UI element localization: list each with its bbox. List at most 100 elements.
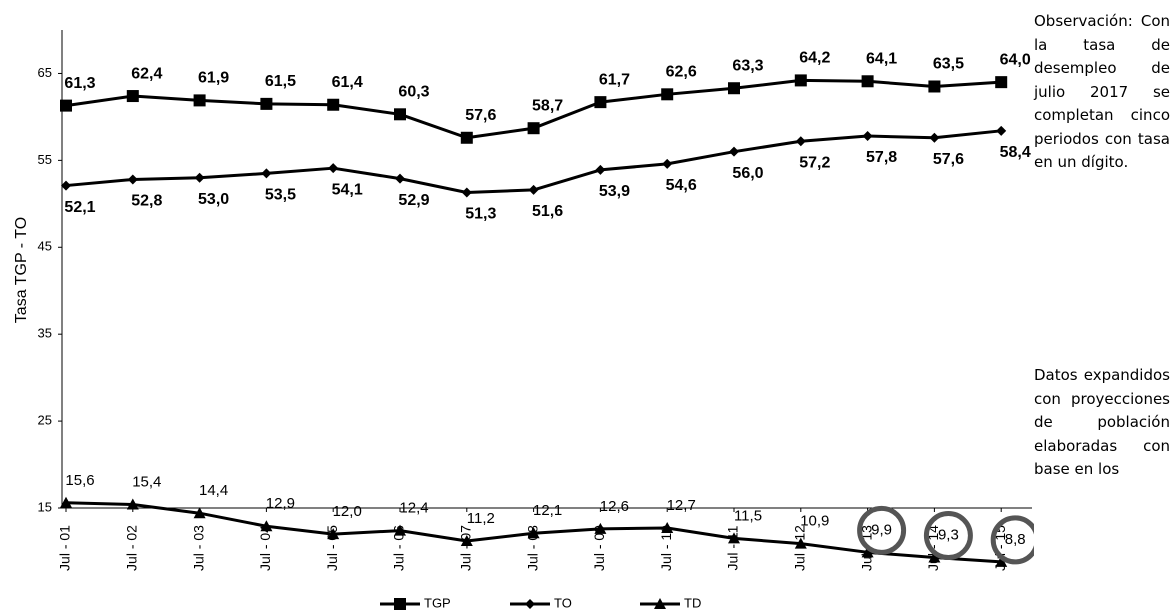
data-point xyxy=(661,88,674,101)
data-label: 60,3 xyxy=(398,84,429,101)
data-point xyxy=(193,507,206,519)
highlight-circle xyxy=(990,515,1034,565)
data-label: 56,0 xyxy=(732,165,763,182)
data-point xyxy=(594,96,607,109)
x-tick-label: Jul - 07 xyxy=(458,525,474,571)
data-point xyxy=(193,94,206,107)
x-tick-label: Jul - 09 xyxy=(591,525,607,571)
note: Datos expandidos con proyecciones de pob… xyxy=(1034,366,1170,478)
data-label: 61,7 xyxy=(599,71,630,88)
note: Observación: Con la tasa de desempleo de… xyxy=(1034,12,1170,171)
series-line xyxy=(65,129,1002,195)
data-point xyxy=(261,168,272,179)
x-tick-label: Jul - 01 xyxy=(57,525,73,571)
data-label: 53,5 xyxy=(265,187,296,204)
y-tick-label: 45 xyxy=(38,239,52,254)
legend-marker xyxy=(394,598,406,610)
data-label: 51,3 xyxy=(465,206,496,223)
x-tick-label: Jul - 04 xyxy=(257,525,273,571)
data-label: 9,3 xyxy=(938,527,959,544)
data-point xyxy=(527,527,540,539)
data-label: 10,9 xyxy=(800,513,829,530)
data-point xyxy=(328,163,339,174)
data-point xyxy=(862,131,873,142)
data-point xyxy=(662,158,673,169)
data-label: 11,2 xyxy=(467,510,495,527)
legend-marker xyxy=(654,598,666,609)
legend-label: TGP xyxy=(424,595,451,610)
data-label: 64,0 xyxy=(1000,51,1031,68)
x-tick-label: Jul - 02 xyxy=(124,525,140,571)
data-label: 8,8 xyxy=(1005,531,1026,548)
data-point xyxy=(794,74,807,87)
data-point xyxy=(795,136,806,147)
data-label: 62,4 xyxy=(131,65,162,82)
data-point xyxy=(928,551,941,563)
data-label: 11,5 xyxy=(734,507,762,524)
data-label: 57,6 xyxy=(933,151,964,168)
data-point xyxy=(126,90,139,103)
data-point xyxy=(127,174,138,185)
data-label: 62,6 xyxy=(666,64,697,81)
data-label: 57,8 xyxy=(866,149,897,166)
data-point xyxy=(728,82,740,95)
data-point xyxy=(194,172,205,183)
data-label: 61,3 xyxy=(64,75,95,92)
data-point xyxy=(260,97,273,110)
data-point xyxy=(60,496,72,508)
data-label: 52,1 xyxy=(64,199,95,216)
data-label: 61,9 xyxy=(198,70,229,87)
data-label: 58,4 xyxy=(1000,144,1031,161)
chart: Tasa TGP - TO 15 25 35 45 55 65 Jul - 01 Jul - … xyxy=(13,30,1034,610)
data-point xyxy=(327,98,340,111)
data-label: 64,2 xyxy=(799,50,830,67)
data-label: 12,4 xyxy=(399,500,428,517)
highlight-circle xyxy=(857,505,907,555)
data-label: 12,1 xyxy=(533,502,562,519)
data-label: 61,5 xyxy=(265,73,296,90)
data-label: 53,0 xyxy=(198,191,229,208)
data-label: 51,6 xyxy=(532,203,563,220)
data-point xyxy=(528,184,539,195)
data-point xyxy=(594,522,607,534)
x-tick-label: Jul - 10 xyxy=(658,525,674,571)
data-label: 52,8 xyxy=(131,193,162,210)
data-label: 15,6 xyxy=(65,472,94,489)
data-point xyxy=(60,99,72,112)
data-point xyxy=(729,146,739,157)
legend-label: TD xyxy=(684,595,701,610)
y-tick-label: 15 xyxy=(38,499,52,514)
data-label: 61,4 xyxy=(332,74,363,91)
data-point xyxy=(395,173,405,184)
data-label: 12,0 xyxy=(333,503,362,520)
data-label: 14,4 xyxy=(199,482,228,499)
x-tick-label: Jul - 06 xyxy=(391,525,407,571)
data-point xyxy=(595,164,606,175)
data-point xyxy=(460,131,473,144)
legend-marker xyxy=(525,599,535,609)
data-label: 54,1 xyxy=(332,181,363,198)
data-label: 53,9 xyxy=(599,183,630,200)
data-point xyxy=(928,80,941,93)
y-tick-label: 65 xyxy=(38,65,52,80)
data-label: 12,9 xyxy=(266,495,295,512)
data-point xyxy=(61,180,71,191)
data-label: 64,1 xyxy=(866,50,897,67)
data-point xyxy=(794,537,807,549)
legend-label: TO xyxy=(554,595,572,610)
data-label: 12,6 xyxy=(600,498,629,515)
data-point xyxy=(394,108,406,121)
x-tick-label: Jul - 03 xyxy=(190,525,206,571)
data-point xyxy=(327,528,340,540)
data-point xyxy=(728,532,740,544)
y-tick-label: 55 xyxy=(38,152,52,167)
data-point xyxy=(929,132,940,143)
data-point xyxy=(861,75,874,88)
data-point xyxy=(861,546,874,558)
data-label: 54,6 xyxy=(666,177,697,194)
data-label: 52,9 xyxy=(398,192,429,209)
y-axis-label: Tasa TGP - TO xyxy=(13,217,30,323)
data-point xyxy=(995,76,1008,89)
data-label: 58,7 xyxy=(532,97,563,114)
